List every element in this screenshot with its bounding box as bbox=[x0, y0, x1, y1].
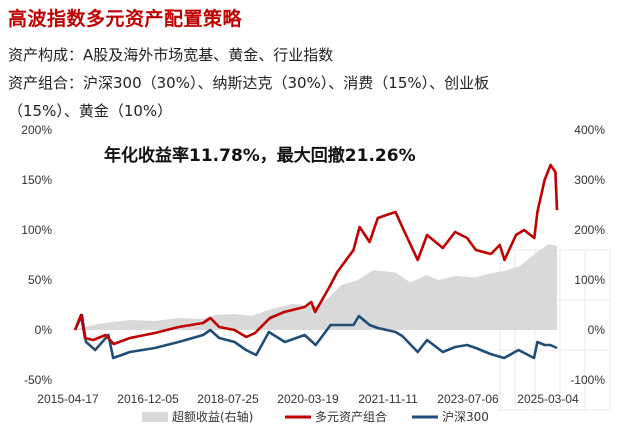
legend-hs300-label: 沪深300 bbox=[442, 410, 489, 424]
asset-portfolio-text-cont: （15%）、黄金（10%） bbox=[8, 102, 173, 120]
right-axis-tick-label: 200% bbox=[574, 223, 605, 237]
left-axis-tick-label: 150% bbox=[21, 173, 52, 187]
x-axis-tick-label: 2025-03-04 bbox=[517, 392, 579, 406]
x-axis-ticks: 2015-04-17 2016-12-05 2018-07-25 2020-03-19… bbox=[37, 392, 579, 406]
legend-excess-label: 超额收益(右轴) bbox=[172, 409, 253, 424]
right-axis-tick-label: 300% bbox=[574, 173, 605, 187]
series-lines-layer bbox=[73, 163, 559, 360]
chart-annotation: 年化收益率11.78%，最大回撤21.26% bbox=[104, 145, 416, 166]
legend-portfolio-label: 多元资产组合 bbox=[315, 409, 387, 424]
x-axis-tick-label: 2023-07-06 bbox=[437, 392, 499, 406]
chart-legend: 超额收益(右轴) 多元资产组合 沪深300 bbox=[142, 409, 489, 424]
x-axis-tick-label: 2021-11-11 bbox=[358, 392, 418, 406]
left-axis-tick-label: 100% bbox=[21, 223, 52, 237]
portfolio-line bbox=[73, 163, 559, 346]
asset-portfolio-text: 资产组合：沪深300（30%）、纳斯达克（30%）、消费（15%）、创业板 bbox=[8, 74, 490, 92]
x-axis-tick-label: 2016-12-05 bbox=[117, 392, 179, 406]
legend-excess-swatch bbox=[142, 412, 168, 422]
left-axis-tick-label: 50% bbox=[28, 273, 52, 287]
left-axis-tick-label: 0% bbox=[35, 323, 53, 337]
right-axis-tick-label: 400% bbox=[574, 123, 605, 137]
excess-return-area bbox=[75, 244, 557, 330]
left-axis-tick-label: -50% bbox=[24, 373, 52, 387]
asset-composition-text: 资产构成：A股及海外市场宽基、黄金、行业指数 bbox=[8, 46, 334, 64]
page-title: 高波指数多元资产配置策略 bbox=[8, 8, 243, 30]
right-axis-tick-label: 0% bbox=[588, 323, 606, 337]
left-axis-tick-label: 200% bbox=[21, 123, 52, 137]
right-axis-tick-label: 100% bbox=[574, 273, 605, 287]
left-axis-ticks: 200% 150% 100% 50% 0% -50% bbox=[21, 123, 52, 387]
x-axis-tick-label: 2020-03-19 bbox=[277, 392, 339, 406]
excess-return-area-layer bbox=[75, 244, 557, 330]
hs300-line bbox=[73, 313, 558, 360]
right-axis-ticks: 400% 300% 200% 100% 0% -100% bbox=[570, 123, 605, 387]
right-axis-tick-label: -100% bbox=[570, 373, 605, 387]
x-axis-tick-label: 2018-07-25 bbox=[197, 392, 259, 406]
x-axis-tick-label: 2015-04-17 bbox=[37, 392, 99, 406]
